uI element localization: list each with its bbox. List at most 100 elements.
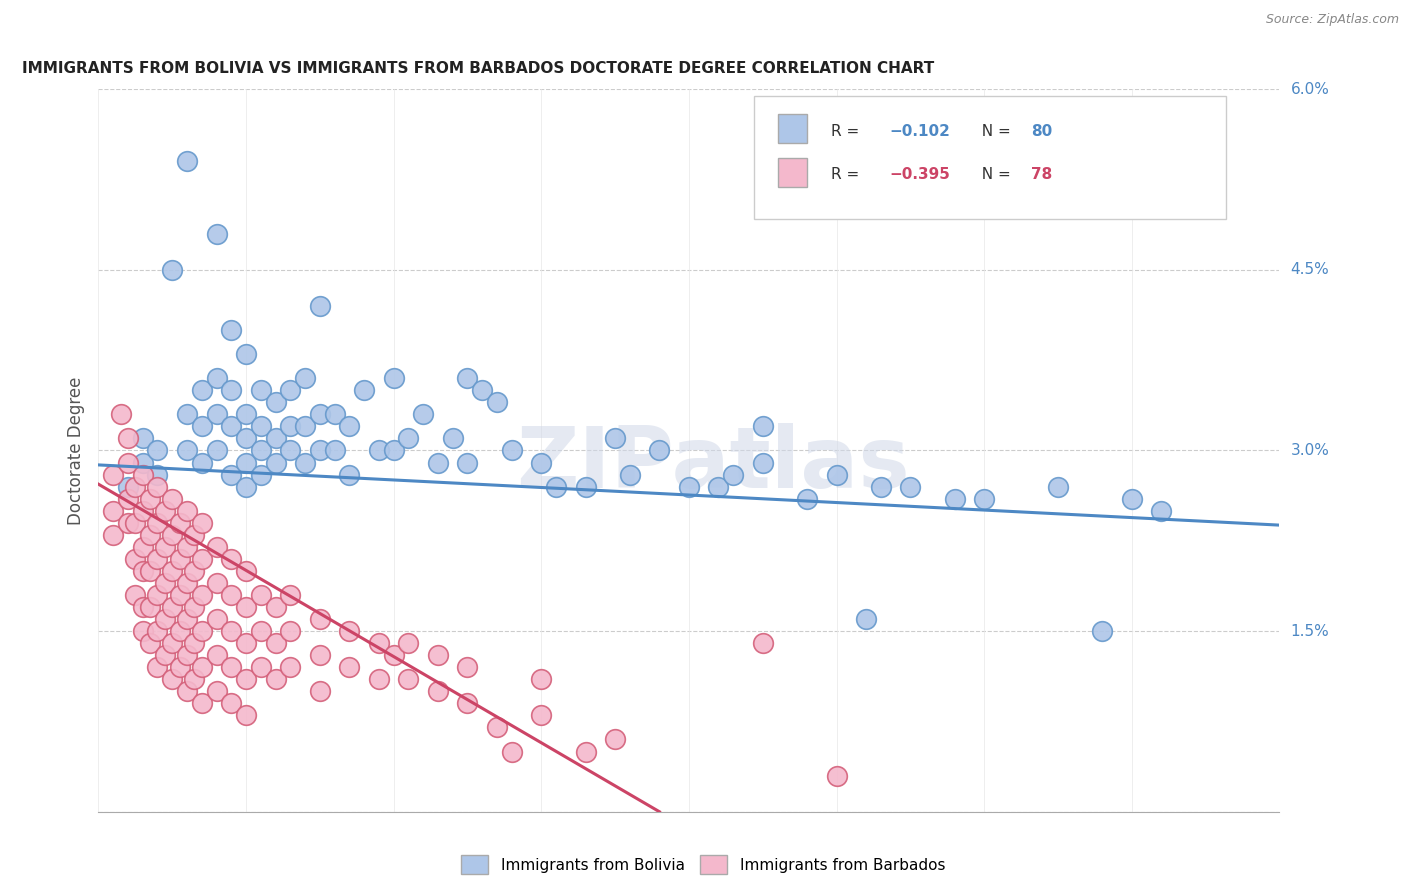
Point xyxy=(183,599,205,614)
Point xyxy=(309,648,332,662)
Point xyxy=(235,455,257,469)
Y-axis label: Doctorate Degree: Doctorate Degree xyxy=(66,376,84,524)
Text: 1.5%: 1.5% xyxy=(1291,624,1329,639)
Text: N =: N = xyxy=(973,167,1017,182)
Point xyxy=(250,443,273,458)
Point xyxy=(132,599,155,614)
Point xyxy=(457,455,479,469)
Point xyxy=(153,503,176,517)
Text: −0.395: −0.395 xyxy=(890,167,950,182)
Point xyxy=(235,564,257,578)
Point xyxy=(752,636,775,650)
Point xyxy=(235,708,257,723)
Point xyxy=(707,480,730,494)
Point xyxy=(900,480,922,494)
Point xyxy=(221,624,243,639)
Point xyxy=(457,371,479,385)
Point xyxy=(139,491,162,506)
Point xyxy=(146,660,169,674)
Point xyxy=(382,371,405,385)
Point xyxy=(323,407,346,422)
Point xyxy=(605,431,627,445)
Point xyxy=(205,684,228,698)
Point xyxy=(162,599,183,614)
Text: −0.102: −0.102 xyxy=(890,124,950,138)
Point xyxy=(575,480,598,494)
Point xyxy=(309,299,332,313)
Point xyxy=(139,636,162,650)
Point xyxy=(382,648,405,662)
Point xyxy=(191,660,214,674)
Point xyxy=(441,431,464,445)
Point xyxy=(139,599,162,614)
Point xyxy=(183,636,205,650)
Point xyxy=(339,419,361,434)
Point xyxy=(132,467,155,482)
Point xyxy=(339,467,361,482)
Point xyxy=(530,455,553,469)
Point xyxy=(205,443,228,458)
Point xyxy=(153,540,176,554)
Point xyxy=(191,696,214,710)
Point xyxy=(264,599,287,614)
Point xyxy=(221,696,243,710)
Point xyxy=(117,491,139,506)
Point xyxy=(132,431,155,445)
Text: R =: R = xyxy=(831,167,863,182)
Point xyxy=(205,540,228,554)
Point xyxy=(264,431,287,445)
Point xyxy=(110,407,132,422)
Point xyxy=(457,696,479,710)
Point xyxy=(169,624,191,639)
Point xyxy=(146,467,169,482)
Point xyxy=(191,588,214,602)
Text: 3.0%: 3.0% xyxy=(1291,443,1330,458)
Point xyxy=(471,384,494,398)
FancyBboxPatch shape xyxy=(778,158,807,186)
Point xyxy=(678,480,700,494)
Point xyxy=(183,673,205,687)
Point xyxy=(132,455,155,469)
Point xyxy=(648,443,671,458)
Point xyxy=(309,407,332,422)
Point xyxy=(309,612,332,626)
FancyBboxPatch shape xyxy=(778,114,807,144)
Point xyxy=(427,648,450,662)
Text: N =: N = xyxy=(973,124,1017,138)
Point xyxy=(139,564,162,578)
Point xyxy=(530,673,553,687)
Point xyxy=(162,262,183,277)
Point xyxy=(398,636,420,650)
Point xyxy=(146,624,169,639)
Point xyxy=(117,431,139,445)
Point xyxy=(132,503,155,517)
Point xyxy=(723,467,745,482)
Point xyxy=(339,624,361,639)
Point xyxy=(280,660,302,674)
Point xyxy=(264,395,287,409)
Point xyxy=(280,588,302,602)
Text: R =: R = xyxy=(831,124,863,138)
Point xyxy=(323,443,346,458)
Point xyxy=(368,673,391,687)
Text: 4.5%: 4.5% xyxy=(1291,262,1329,277)
Point xyxy=(176,540,198,554)
Point xyxy=(117,455,139,469)
Point xyxy=(191,419,214,434)
Point xyxy=(309,443,332,458)
Point xyxy=(264,455,287,469)
Point xyxy=(176,407,198,422)
Point xyxy=(796,491,818,506)
FancyBboxPatch shape xyxy=(754,96,1226,219)
Point xyxy=(825,467,848,482)
Point xyxy=(235,673,257,687)
Point xyxy=(183,564,205,578)
Point xyxy=(103,528,125,542)
Point xyxy=(235,599,257,614)
Point xyxy=(752,455,775,469)
Point xyxy=(235,407,257,422)
Point xyxy=(427,684,450,698)
Point xyxy=(146,551,169,566)
Point xyxy=(501,744,523,758)
Point xyxy=(205,371,228,385)
